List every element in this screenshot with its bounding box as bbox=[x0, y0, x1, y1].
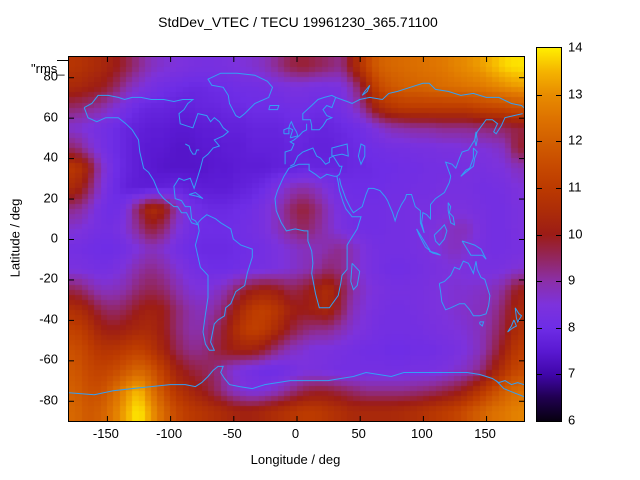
coastline bbox=[302, 94, 337, 131]
colorbar-label: 14 bbox=[568, 39, 583, 55]
coastline bbox=[460, 147, 478, 177]
plot-area bbox=[68, 56, 525, 422]
colorbar-tick-mark bbox=[556, 141, 561, 142]
colorbar-label: 9 bbox=[568, 272, 576, 288]
colorbar-label: 10 bbox=[568, 226, 583, 241]
coastline bbox=[447, 202, 456, 226]
x-tick-label: 50 bbox=[351, 426, 366, 441]
colorbar-label: 7 bbox=[568, 365, 576, 381]
key-sample-line bbox=[57, 60, 68, 61]
y-tick-label: 20 bbox=[43, 190, 58, 206]
coastline bbox=[289, 147, 343, 177]
coastline bbox=[514, 307, 523, 324]
coastline bbox=[69, 365, 524, 396]
colorbar-tick-mark bbox=[556, 235, 561, 236]
colorbar-tick-mark bbox=[556, 188, 561, 189]
coastline bbox=[331, 143, 349, 157]
coastline bbox=[83, 94, 230, 226]
coastline bbox=[361, 84, 371, 96]
y-tick-label: -40 bbox=[39, 311, 58, 327]
colorbar-tick-mark bbox=[537, 141, 542, 142]
coastline bbox=[507, 319, 518, 333]
coastline bbox=[194, 214, 253, 351]
y-tick-label: 80 bbox=[43, 68, 58, 84]
coastline bbox=[268, 105, 280, 111]
colorbar-tick-mark bbox=[556, 281, 561, 282]
coastlines-svg bbox=[69, 57, 524, 421]
colorbar bbox=[536, 47, 562, 422]
colorbar-label: 8 bbox=[568, 319, 576, 335]
colorbar-label: 6 bbox=[568, 412, 576, 428]
coastline bbox=[495, 380, 524, 398]
y-tick-label: 60 bbox=[43, 109, 58, 125]
colorbar-tick-mark bbox=[537, 235, 542, 236]
colorbar-tick-mark bbox=[537, 328, 542, 329]
coastline bbox=[188, 191, 204, 200]
colorbar-label: 12 bbox=[568, 132, 583, 148]
colorbar-label: 13 bbox=[568, 86, 583, 102]
x-tick-label: 150 bbox=[474, 426, 496, 441]
colorbar-tick-mark bbox=[537, 281, 542, 282]
x-tick-label: 100 bbox=[411, 426, 433, 441]
y-tick-label: 0 bbox=[50, 230, 58, 246]
y-tick-label: -60 bbox=[39, 351, 58, 367]
heatmap-canvas bbox=[69, 57, 524, 421]
coastline bbox=[438, 260, 491, 317]
chart-title: StdDev_VTEC / TECU 19961230_365.71100 bbox=[158, 14, 438, 30]
coastline bbox=[357, 143, 366, 166]
y-tick-label: -20 bbox=[39, 270, 58, 286]
x-tick-label: -150 bbox=[92, 426, 119, 441]
coastline bbox=[185, 143, 200, 155]
coastline bbox=[433, 223, 448, 246]
coastline bbox=[288, 120, 299, 139]
key-fragment-label: "rms_ bbox=[31, 61, 65, 76]
y-tick-label: 40 bbox=[43, 149, 58, 165]
x-axis-label: Longitude / deg bbox=[250, 452, 341, 467]
colorbar-label: 11 bbox=[568, 179, 582, 195]
coastline bbox=[428, 250, 441, 256]
coastline bbox=[339, 113, 523, 234]
x-tick-label: 0 bbox=[291, 426, 300, 441]
y-tick-label: -80 bbox=[39, 392, 58, 408]
coastline bbox=[335, 82, 524, 108]
coastline bbox=[283, 127, 290, 135]
coastline bbox=[274, 163, 362, 309]
colorbar-tick-mark bbox=[556, 95, 561, 96]
x-tick-label: -50 bbox=[222, 426, 242, 441]
coastline bbox=[207, 72, 274, 119]
colorbar-tick-mark bbox=[537, 188, 542, 189]
coastline bbox=[474, 131, 478, 147]
coastline bbox=[350, 262, 361, 291]
colorbar-tick-mark bbox=[537, 374, 542, 375]
colorbar-tick-mark bbox=[556, 374, 561, 375]
coastline bbox=[461, 240, 487, 260]
x-tick-label: -100 bbox=[156, 426, 183, 441]
coastline bbox=[284, 123, 308, 165]
coastline bbox=[479, 321, 485, 327]
colorbar-tick-mark bbox=[537, 95, 542, 96]
colorbar-tick-mark bbox=[556, 328, 561, 329]
